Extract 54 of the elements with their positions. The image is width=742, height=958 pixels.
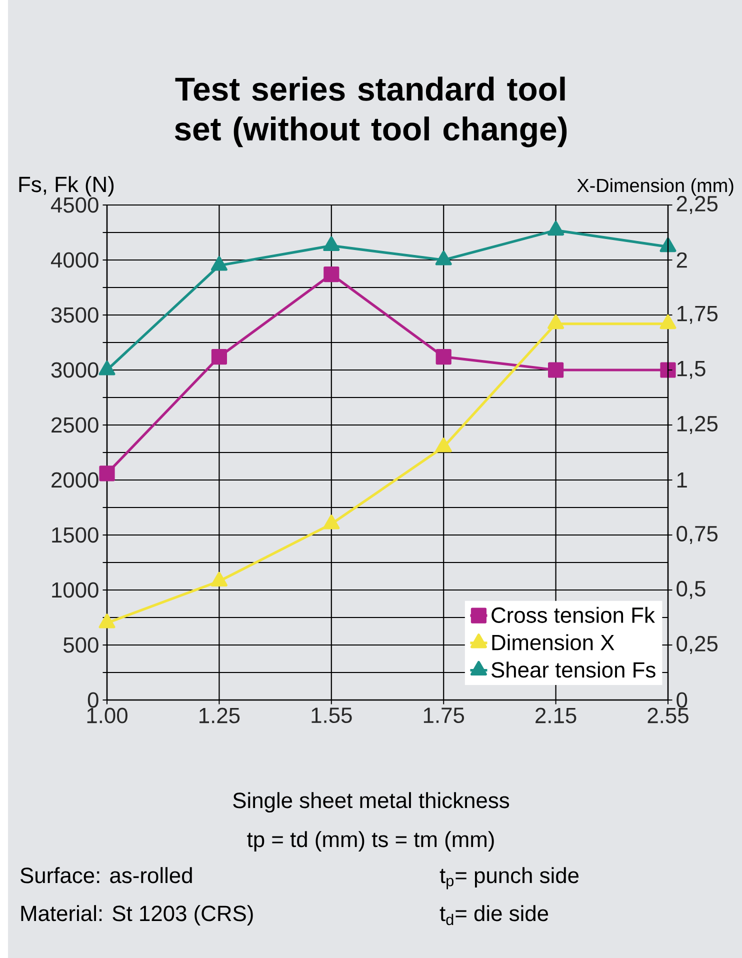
text: t$_{d}$= die side	[440, 905, 548, 926]
chart-title: Test series standard tool set (without tool change)	[174, 76, 567, 148]
point	[323, 236, 340, 251]
point	[435, 250, 452, 266]
x-tick-label: 1.25	[200, 708, 240, 724]
legend-label: Shear tension Fs	[492, 662, 656, 678]
point	[660, 237, 676, 252]
y2-tick-label: 0,75	[676, 526, 718, 544]
point	[98, 614, 116, 628]
y-tick-label: 500	[64, 637, 98, 653]
text: Surface: as-rolled	[20, 867, 192, 884]
y-tick-label: 3500	[51, 307, 98, 323]
x-tick-label: 1.75	[424, 708, 464, 724]
x-axis-title: Single sheet metal thickness	[233, 792, 510, 813]
point	[548, 362, 564, 378]
y2-tick-label: 0,25	[676, 636, 718, 654]
x-tick-label: 1.55	[312, 708, 352, 724]
point	[323, 514, 340, 530]
y2-tick-label: 0,5	[676, 580, 706, 600]
y-tick-label: 1000	[52, 582, 98, 598]
x-tick-label: 1.00	[87, 708, 128, 724]
text: t$_{p}$= punch side	[440, 867, 579, 890]
y-tick-label: 1500	[52, 527, 98, 543]
y2-tick-label: 1,25	[677, 416, 718, 434]
point	[435, 438, 452, 452]
y2-tick-label: 2	[676, 252, 687, 268]
text: Material: St 1203 (CRS)	[21, 905, 253, 926]
legend-label: Dimension X	[492, 634, 614, 650]
point	[210, 256, 228, 271]
y-tick-label: 3000	[51, 362, 98, 378]
y2-axis-title: X-Dimension (mm)	[577, 178, 734, 196]
y2-tick-label: 2,25	[676, 196, 718, 214]
y-tick-label: 0	[88, 692, 98, 708]
point	[210, 572, 228, 586]
y-tick-label: 4000	[50, 252, 98, 268]
y2-tick-label: 0	[676, 692, 688, 708]
y-tick-label: 4500	[50, 197, 98, 213]
text: tp = td (mm) ts = tm (mm)	[247, 831, 494, 852]
y-tick-label: 2500	[52, 417, 98, 433]
y2-tick-label: 1,5	[677, 361, 706, 379]
point	[99, 466, 115, 482]
point	[660, 362, 676, 378]
y-tick-label: 2000	[52, 472, 98, 488]
y-axis-title: Fs, Fk (N)	[19, 176, 114, 197]
point	[660, 314, 676, 330]
point	[548, 220, 564, 236]
point	[548, 314, 564, 330]
legend-label: Cross tension Fk	[492, 606, 655, 623]
point	[436, 348, 452, 365]
x-tick-label: 2.55	[648, 708, 688, 724]
y2-tick-label: 1	[677, 472, 687, 488]
x-tick-label: 2.15	[536, 708, 576, 724]
point	[211, 348, 227, 365]
y2-tick-label: 1,75	[677, 306, 718, 324]
